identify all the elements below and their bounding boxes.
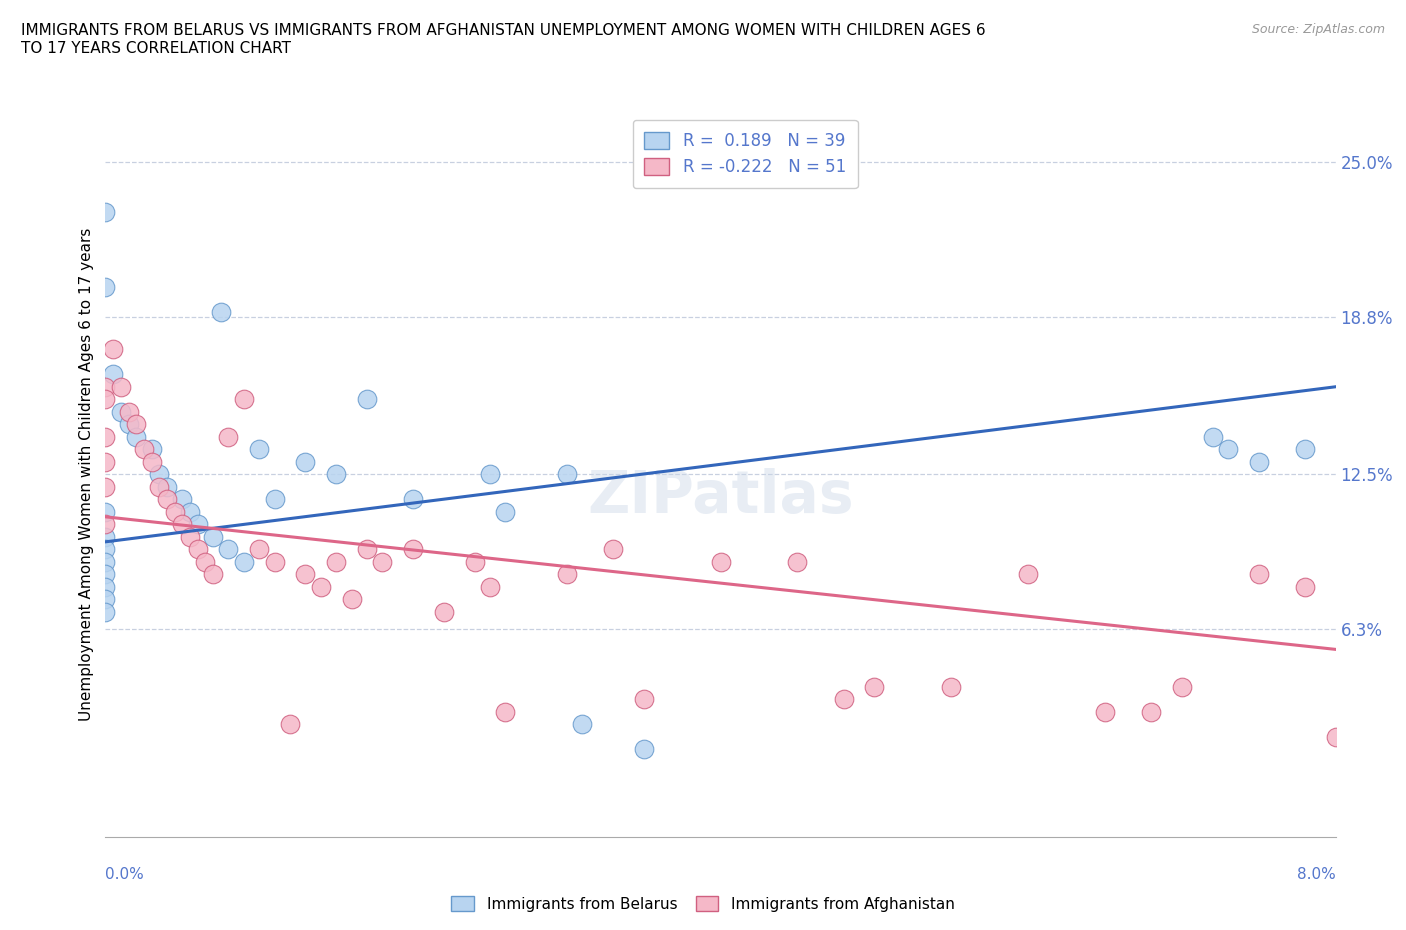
Point (371, 554, 394, 569)
Point (101, 342, 124, 357)
Text: 8.0%: 8.0% (1296, 867, 1336, 882)
Point (94, 579, 117, 594)
Point (1202, 430, 1225, 445)
Point (294, 455, 316, 470)
Point (148, 467, 170, 482)
Point (125, 430, 148, 445)
Point (1216, 442, 1239, 457)
Point (110, 405, 132, 419)
Legend: Immigrants from Belarus, Immigrants from Afghanistan: Immigrants from Belarus, Immigrants from… (446, 889, 960, 918)
Point (1171, 680, 1194, 695)
Point (94, 529, 117, 544)
Point (163, 504, 186, 519)
Point (94, 392, 117, 406)
Point (1247, 567, 1270, 582)
Point (156, 492, 179, 507)
Point (309, 579, 332, 594)
Point (494, 504, 516, 519)
Point (141, 442, 163, 457)
Point (141, 455, 163, 470)
Point (94, 479, 117, 494)
Point (263, 492, 285, 507)
Point (187, 542, 209, 557)
Point (218, 542, 240, 557)
Point (1294, 442, 1316, 457)
Point (148, 479, 170, 494)
Point (94, 379, 117, 394)
Point (209, 304, 232, 319)
Point (1017, 567, 1039, 582)
Text: ZIPatlas: ZIPatlas (588, 468, 853, 525)
Point (1247, 455, 1270, 470)
Point (132, 442, 155, 457)
Point (433, 604, 456, 619)
Point (325, 554, 347, 569)
Point (494, 705, 516, 720)
Point (202, 567, 225, 582)
Point (571, 717, 593, 732)
Point (94, 279, 117, 294)
Point (187, 517, 209, 532)
Point (356, 392, 378, 406)
Point (172, 492, 194, 507)
Point (94, 604, 117, 619)
Text: 0.0%: 0.0% (105, 867, 145, 882)
Point (94, 205, 117, 219)
Point (294, 567, 316, 582)
Point (94, 542, 117, 557)
Point (247, 542, 270, 557)
Point (340, 591, 363, 606)
Point (555, 467, 578, 482)
Point (125, 417, 148, 432)
Point (94, 591, 117, 606)
Point (832, 692, 855, 707)
Point (194, 554, 217, 569)
Point (117, 417, 139, 432)
Point (941, 680, 963, 695)
Point (478, 467, 501, 482)
Point (402, 492, 425, 507)
Point (633, 742, 655, 757)
Point (602, 542, 624, 557)
Point (179, 529, 201, 544)
Text: Source: ZipAtlas.com: Source: ZipAtlas.com (1251, 23, 1385, 36)
Point (232, 554, 254, 569)
Legend: R =  0.189   N = 39, R = -0.222   N = 51: R = 0.189 N = 39, R = -0.222 N = 51 (633, 120, 858, 188)
Point (218, 430, 240, 445)
Point (402, 542, 425, 557)
Point (110, 379, 132, 394)
Point (94, 430, 117, 445)
Point (325, 467, 347, 482)
Point (94, 455, 117, 470)
Point (555, 567, 578, 582)
Point (179, 504, 201, 519)
Y-axis label: Unemployment Among Women with Children Ages 6 to 17 years: Unemployment Among Women with Children A… (79, 228, 94, 721)
Point (94, 504, 117, 519)
Point (117, 405, 139, 419)
Point (101, 366, 124, 381)
Point (94, 554, 117, 569)
Point (478, 579, 501, 594)
Point (1140, 705, 1163, 720)
Point (156, 479, 179, 494)
Point (786, 554, 808, 569)
Point (863, 680, 886, 695)
Point (464, 554, 486, 569)
Point (633, 692, 655, 707)
Point (1294, 579, 1316, 594)
Point (263, 554, 285, 569)
Point (232, 392, 254, 406)
Point (356, 542, 378, 557)
Point (278, 717, 301, 732)
Point (202, 529, 225, 544)
Point (1324, 729, 1347, 744)
Point (247, 442, 270, 457)
Point (1094, 705, 1116, 720)
Text: IMMIGRANTS FROM BELARUS VS IMMIGRANTS FROM AFGHANISTAN UNEMPLOYMENT AMONG WOMEN : IMMIGRANTS FROM BELARUS VS IMMIGRANTS FR… (21, 23, 986, 56)
Point (172, 517, 194, 532)
Point (94, 567, 117, 582)
Point (94, 517, 117, 532)
Point (710, 554, 733, 569)
